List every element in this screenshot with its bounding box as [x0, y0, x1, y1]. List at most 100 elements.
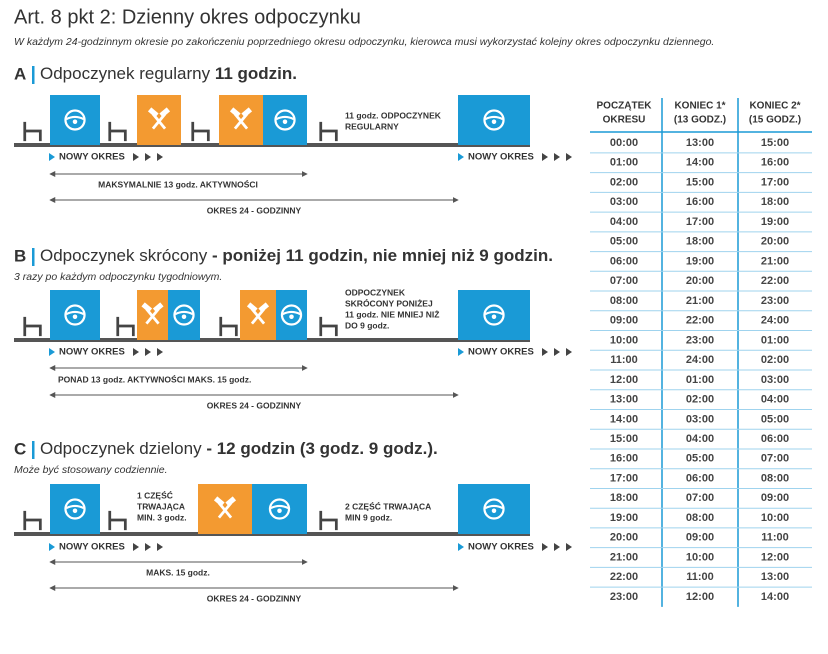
table-cell: 16:00: [610, 453, 638, 465]
rest-label: 2 CZĘŚĆ TRWAJĄCA: [345, 500, 431, 511]
table-cell: 14:00: [686, 157, 714, 169]
part-label: TRWAJĄCA: [137, 501, 185, 511]
section-letter: C: [14, 439, 26, 458]
rest-label: 11 godz. ODPOCZYNEK: [345, 110, 442, 120]
section-heading: Odpoczynek dzielony - 12 godzin (3 godz.…: [40, 439, 438, 458]
column-header: (15 GODZ.): [749, 115, 801, 126]
new-period: NOWY OKRES: [468, 542, 534, 553]
table-cell: 04:00: [686, 433, 714, 445]
rest-label: 11 godz. NIE MNIEJ NIŻ: [345, 309, 439, 319]
table-cell: 02:00: [686, 394, 714, 406]
arrow-icon: [566, 543, 572, 551]
table-cell: 24:00: [686, 354, 714, 366]
arrow-icon: [157, 153, 163, 161]
table-cell: 11:00: [761, 532, 789, 544]
table-cell: 06:00: [686, 472, 714, 484]
arrow-icon: [145, 348, 151, 356]
table-cell: 15:00: [761, 137, 789, 149]
table-cell: 09:00: [761, 492, 789, 504]
span-label: OKRES 24 - GODZINNY: [207, 205, 302, 215]
table-cell: 05:00: [610, 236, 638, 248]
table-cell: 13:00: [686, 137, 714, 149]
table-cell: 05:00: [761, 413, 789, 425]
table-cell: 11:00: [686, 571, 714, 583]
table-cell: 13:00: [761, 571, 789, 583]
arrow-icon: [49, 543, 55, 551]
arrow-icon: [133, 543, 139, 551]
table-cell: 14:00: [761, 591, 789, 603]
title: Art. 8 pkt 2: Dzienny okres odpoczynku: [14, 6, 361, 28]
new-period: NOWY OKRES: [59, 152, 125, 163]
table-cell: 04:00: [610, 216, 638, 228]
table-cell: 01:00: [610, 157, 638, 169]
diagram: [14, 95, 572, 551]
new-period: NOWY OKRES: [59, 542, 125, 553]
table-cell: 03:00: [686, 413, 714, 425]
table-cell: 12:00: [686, 591, 714, 603]
bed-icon: [116, 315, 135, 338]
divider: [32, 66, 35, 84]
column-header: KONIEC 2*: [749, 101, 800, 112]
arrow-icon: [49, 348, 55, 356]
section-letter: B: [14, 246, 26, 265]
part-label: MIN. 3 godz.: [137, 512, 187, 522]
divider: [32, 248, 35, 266]
table-cell: 08:00: [761, 472, 789, 484]
table-cell: 12:00: [610, 374, 638, 386]
table-cell: 02:00: [610, 176, 638, 188]
arrow-icon: [542, 348, 548, 356]
subtitle: W każdym 24-godzinnym okresie po zakończ…: [14, 36, 714, 48]
arrow-icon: [157, 348, 163, 356]
rest-label: MIN 9 godz.: [345, 512, 392, 522]
table-cell: 06:00: [761, 433, 789, 445]
table-cell: 18:00: [610, 492, 638, 504]
table-cell: 19:00: [686, 255, 714, 267]
table-cell: 04:00: [761, 394, 789, 406]
table-cell: 14:00: [610, 413, 638, 425]
table-cell: 10:00: [610, 334, 638, 346]
table-cell: 01:00: [686, 374, 714, 386]
new-period: NOWY OKRES: [468, 347, 534, 358]
table-cell: 23:00: [686, 334, 714, 346]
table-cell: 18:00: [686, 236, 714, 248]
table-cell: 20:00: [761, 236, 789, 248]
table-cell: 15:00: [686, 176, 714, 188]
table-cell: 16:00: [761, 157, 789, 169]
table-cell: 00:00: [610, 137, 638, 149]
section-letter: A: [14, 64, 26, 83]
arrow-icon: [49, 153, 55, 161]
bed-icon: [319, 509, 338, 532]
column-header: (13 GODZ.): [674, 115, 726, 126]
arrow-icon: [566, 153, 572, 161]
table-cell: 20:00: [610, 532, 638, 544]
table-cell: 07:00: [761, 453, 789, 465]
arrow-icon: [542, 153, 548, 161]
heading-bold: 11 godzin.: [215, 64, 297, 83]
table-cell: 12:00: [761, 551, 789, 563]
table-cell: 19:00: [610, 512, 638, 524]
table-cell: 22:00: [761, 275, 789, 287]
bed-icon: [23, 509, 42, 532]
part-label: 1 CZĘŚĆ: [137, 489, 173, 500]
bed-icon: [108, 509, 127, 532]
rest-label: DO 9 godz.: [345, 320, 389, 330]
table-cell: 03:00: [761, 374, 789, 386]
table-cell: 17:00: [761, 176, 789, 188]
table-cell: 21:00: [686, 295, 714, 307]
section-heading: Odpoczynek regularny 11 godzin.: [40, 64, 297, 83]
arrow-icon: [145, 153, 151, 161]
table-cell: 18:00: [761, 196, 789, 208]
arrow-icon: [566, 348, 572, 356]
table-cell: 09:00: [686, 532, 714, 544]
arrow-icon: [458, 348, 464, 356]
span-label: MAKS. 15 godz.: [146, 567, 210, 577]
bed-icon: [319, 120, 338, 143]
table-cell: 10:00: [761, 512, 789, 524]
table-cell: 11:00: [610, 354, 638, 366]
section-note: 3 razy po każdym odpoczynku tygodniowym.: [14, 271, 222, 283]
table-cell: 01:00: [761, 334, 789, 346]
arrow-icon: [554, 153, 560, 161]
table-cell: 10:00: [686, 551, 714, 563]
bed-icon: [23, 315, 42, 338]
arrow-icon: [554, 348, 560, 356]
